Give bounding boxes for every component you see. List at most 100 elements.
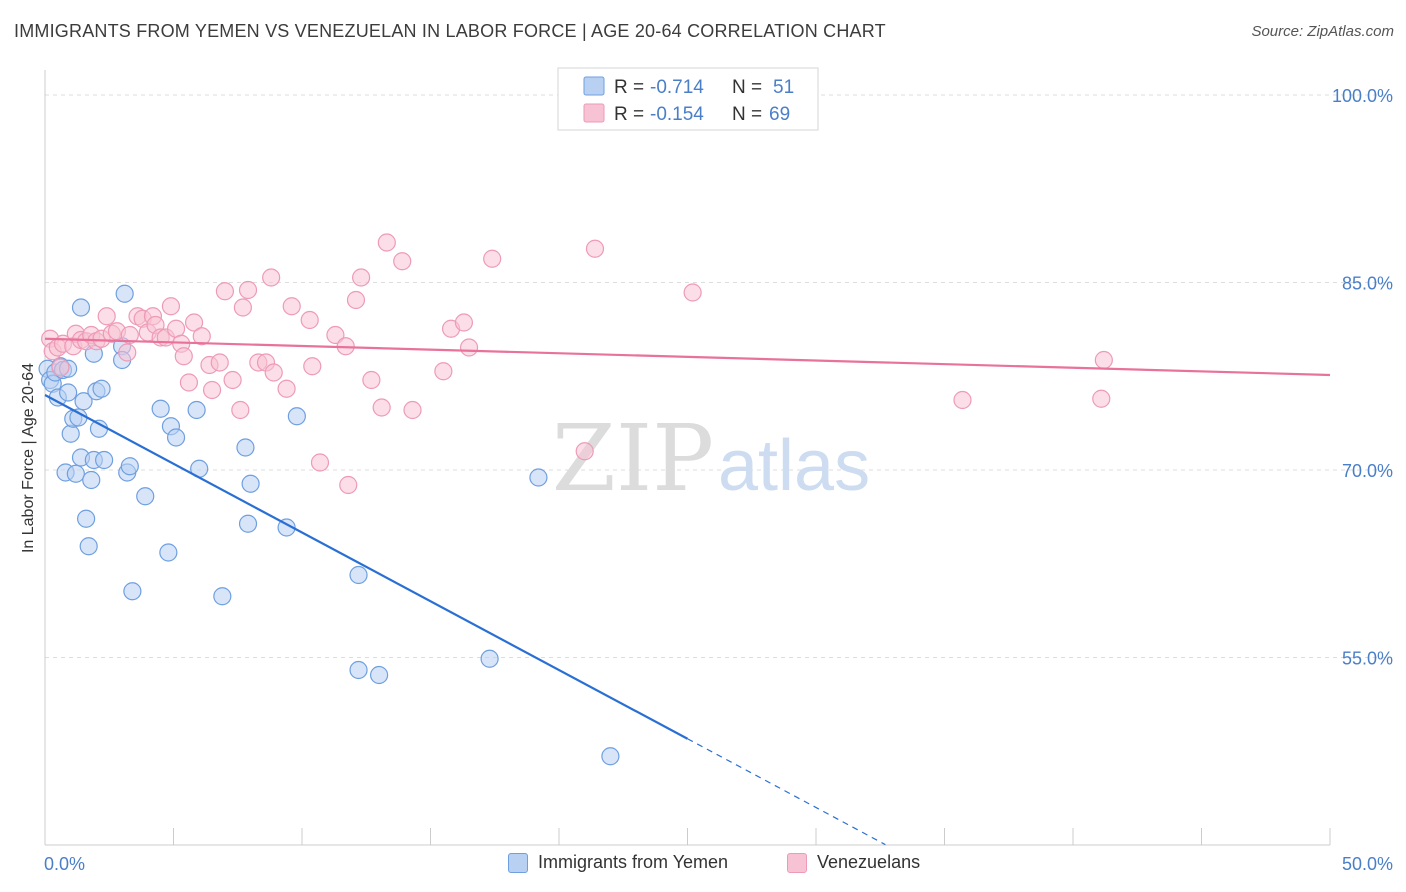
y-tick-labels: 55.0% 70.0% 85.0% 100.0%: [1332, 86, 1393, 669]
venez-point: [202, 380, 222, 400]
venez-point: [362, 370, 381, 390]
bottom-legend-swatch-venezuelans: [787, 852, 807, 873]
yemen-point: [287, 407, 306, 426]
venez-point: [454, 313, 474, 332]
legend-n-label-1: N =: [732, 77, 762, 98]
watermark-atlas: atlas: [718, 426, 870, 506]
venez-point: [282, 297, 301, 316]
bottom-legend-swatch-yemen: [508, 852, 528, 873]
yemen-point: [349, 660, 368, 680]
legend-swatch-venezuelans: [583, 103, 605, 123]
trend-lines: [44, 337, 1331, 846]
venez-point: [352, 268, 371, 287]
yemen-point: [115, 284, 134, 303]
venez-point: [393, 252, 412, 271]
yemen-point: [74, 392, 93, 411]
x-tick-label-min: 0.0%: [44, 854, 85, 874]
yemen-point: [241, 474, 260, 493]
series-venezuelans-points: [41, 233, 1113, 495]
x-tick-labels: 0.0% 50.0%: [44, 854, 1393, 874]
bottom-legend-label-venezuelans: Venezuelans: [817, 852, 921, 872]
venez-point: [303, 357, 322, 376]
yemen-point: [136, 487, 155, 506]
yemen-point: [238, 514, 258, 533]
yemen-point: [213, 587, 232, 606]
watermark-zip: ZIP: [552, 405, 714, 512]
venez-point: [233, 298, 252, 317]
venez-point: [434, 362, 453, 381]
venez-point: [683, 283, 702, 302]
venez-point: [346, 290, 366, 310]
correlation-legend: R = -0.714 N = 51 R = -0.154 N = 69: [557, 67, 819, 131]
yemen-trend-extension: [687, 738, 886, 846]
venez-point: [262, 268, 281, 287]
legend-r-label-1: R =: [614, 77, 644, 98]
axes: [44, 70, 1331, 846]
venez-point: [215, 282, 234, 301]
venez-point: [192, 327, 211, 346]
yemen-point: [92, 379, 111, 398]
bottom-legend-venezuelans: Venezuelans: [787, 852, 920, 873]
venez-point: [231, 400, 250, 420]
yemen-point: [71, 298, 91, 317]
legend-r-value-1: -0.714: [650, 77, 704, 98]
yemen-point: [349, 565, 368, 585]
venez-point: [575, 442, 594, 461]
yemen-point: [61, 424, 80, 443]
legend-r-value-2: -0.154: [650, 104, 704, 125]
bottom-legend-yemen: Immigrants from Yemen: [508, 852, 728, 873]
venez-point: [238, 280, 258, 300]
yemen-point: [159, 543, 178, 562]
yemen-point: [277, 518, 296, 537]
venez-point: [277, 379, 296, 398]
watermark: ZIP atlas: [552, 405, 870, 512]
yemen-point: [187, 400, 206, 420]
venez-point: [483, 249, 502, 268]
gridlines: [45, 94, 1392, 658]
yemen-point: [69, 408, 88, 427]
venez-point: [120, 325, 139, 345]
y-tick-label: 70.0%: [1342, 461, 1393, 481]
yemen-point: [79, 537, 98, 556]
venez-point: [1094, 350, 1113, 370]
x-tick-label-max: 50.0%: [1342, 854, 1393, 874]
venez-point: [97, 307, 116, 326]
venez-point: [403, 400, 422, 420]
yemen-point: [601, 747, 620, 766]
legend-n-label-2: N =: [732, 104, 762, 125]
legend-n-value-2: 69: [769, 104, 790, 125]
legend-r-label-2: R =: [614, 104, 644, 125]
yemen-point: [95, 450, 114, 470]
yemen-point: [370, 665, 389, 685]
yemen-point: [66, 464, 85, 483]
yemen-point: [77, 509, 96, 528]
venez-point: [953, 390, 972, 410]
venez-point: [459, 338, 479, 357]
venez-point: [118, 343, 137, 362]
venez-point: [326, 325, 345, 345]
y-tick-label: 55.0%: [1342, 649, 1393, 669]
venez-point: [161, 297, 181, 316]
venez-point: [51, 358, 70, 377]
yemen-point: [82, 470, 101, 490]
yemen-point: [123, 582, 142, 601]
yemen-point: [480, 649, 499, 668]
y-tick-label: 85.0%: [1342, 274, 1393, 294]
venez-point: [174, 347, 193, 366]
yemen-trend-line: [44, 394, 689, 740]
legend-n-value-1: 51: [773, 77, 794, 98]
source-credit: Source: ZipAtlas.com: [1251, 23, 1394, 40]
yemen-point: [236, 438, 255, 457]
venez-point: [377, 233, 396, 252]
venez-trend-line: [44, 337, 1331, 377]
venez-point: [210, 353, 229, 372]
yemen-point: [151, 399, 170, 418]
venez-point: [179, 373, 199, 392]
venez-point: [585, 239, 605, 258]
venez-point: [310, 453, 330, 472]
legend-swatch-yemen: [583, 76, 605, 96]
venez-point: [184, 313, 204, 332]
yemen-point: [120, 457, 139, 476]
venez-point: [300, 310, 319, 330]
